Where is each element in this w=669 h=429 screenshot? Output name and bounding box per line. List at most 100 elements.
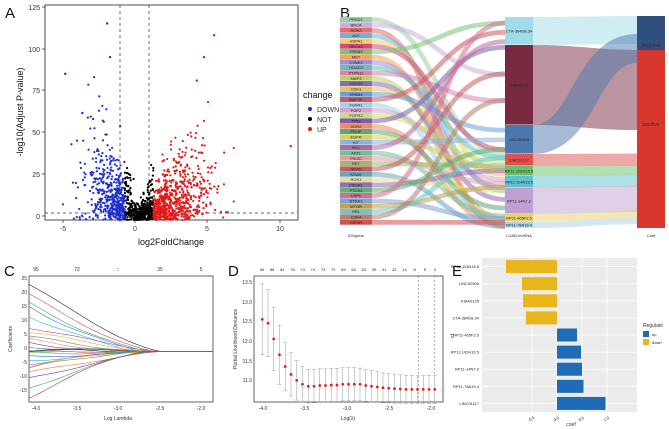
lasso-x-axis: -4.0 -3.5 -3.0 -2.5 -2.0 bbox=[32, 406, 206, 412]
volcano-point-up bbox=[158, 205, 161, 208]
volcano-point-up bbox=[175, 203, 178, 206]
sankey-gene-node bbox=[340, 209, 372, 215]
sankey-gene-label: PTCH1 bbox=[349, 188, 363, 193]
coef-bar bbox=[557, 396, 606, 410]
lasso-path bbox=[28, 351, 213, 378]
volcano-point-down bbox=[91, 157, 94, 160]
volcano-point-up bbox=[179, 185, 182, 188]
volcano-point-not bbox=[138, 214, 142, 217]
sankey-flow bbox=[532, 164, 638, 176]
volcano-point-down bbox=[95, 170, 98, 173]
volcano-point-not bbox=[138, 211, 141, 215]
volcano-point-down bbox=[121, 186, 125, 190]
volcano-point-up bbox=[186, 173, 190, 176]
coef-negative-node bbox=[637, 16, 665, 50]
volcano-point-up bbox=[188, 167, 191, 170]
volcano-point-up bbox=[158, 216, 162, 219]
volcano-point-up bbox=[181, 139, 184, 143]
volcano-point-up bbox=[171, 189, 174, 192]
sankey-gene-node bbox=[340, 17, 372, 23]
lasso-path bbox=[28, 351, 213, 368]
volcano-point-up bbox=[204, 187, 207, 190]
coef-category-label: RP11-465F2.5 bbox=[453, 333, 479, 338]
volcano-point-not bbox=[132, 177, 135, 181]
sankey-lncrna-node bbox=[505, 214, 533, 222]
volcano-point-up bbox=[157, 211, 160, 214]
volcano-point-down bbox=[108, 198, 111, 201]
sankey-gene-node bbox=[340, 155, 372, 161]
lasso-ytick: 0 bbox=[24, 346, 27, 352]
volcano-point-up bbox=[152, 213, 155, 216]
volcano-point-not bbox=[149, 217, 152, 221]
lasso-frame bbox=[28, 275, 214, 403]
volcano-point-up bbox=[187, 210, 190, 213]
volcano-point-up bbox=[203, 119, 206, 122]
volcano-point-down bbox=[81, 178, 85, 182]
volcano-point-up bbox=[202, 136, 205, 140]
volcano-point-up bbox=[194, 136, 197, 139]
coef-category-labels: RP11-114N18.5 LINC00908 KIAA0125 CTA-384D8.… bbox=[451, 264, 480, 406]
volcano-point-down bbox=[100, 178, 103, 181]
volcano-point-not bbox=[142, 204, 145, 207]
volcano-point-down bbox=[105, 133, 108, 136]
volcano-point-down bbox=[109, 218, 112, 221]
cv-point bbox=[433, 388, 437, 391]
sankey-gene-node bbox=[340, 49, 372, 55]
volcano-point-down bbox=[119, 164, 122, 167]
volcano-point-up bbox=[199, 191, 203, 194]
volcano-point-not bbox=[137, 210, 140, 213]
volcano-point-down bbox=[111, 159, 114, 162]
volcano-ytick: 125 bbox=[28, 5, 40, 12]
coef-bar bbox=[523, 294, 557, 308]
volcano-point-not bbox=[134, 203, 137, 207]
volcano-point-up bbox=[166, 218, 169, 221]
cv-point bbox=[375, 385, 379, 389]
volcano-plot: 0 25 50 75 100 125 -5 0 5 10 log2FoldCha… bbox=[15, 4, 339, 247]
lasso-xtick: -3.0 bbox=[114, 406, 123, 412]
volcano-point-up bbox=[189, 131, 192, 134]
volcano-point-down bbox=[83, 176, 86, 179]
volcano-point-not bbox=[149, 210, 152, 213]
volcano-point-up bbox=[168, 170, 171, 173]
lasso-ytick: 5 bbox=[24, 332, 27, 338]
volcano-point-up bbox=[189, 182, 192, 186]
volcano-point-up bbox=[166, 196, 170, 199]
volcano-point-down bbox=[116, 207, 119, 210]
sankey-gene-label: BRCA3 bbox=[349, 44, 363, 49]
volcano-point-up bbox=[206, 179, 209, 182]
volcano-point-down bbox=[109, 195, 112, 198]
volcano-point-down bbox=[78, 216, 81, 219]
lasso-top-axis: 95 72 :: 35 5 bbox=[33, 267, 202, 273]
volcano-point-up bbox=[207, 170, 210, 174]
lasso-y-axis: -15 -10 -5 0 5 10 15 20 25 bbox=[20, 276, 27, 394]
volcano-point-not bbox=[128, 202, 131, 205]
volcano-point-not bbox=[147, 185, 150, 188]
volcano-point-up bbox=[168, 213, 172, 216]
volcano-point-up bbox=[178, 155, 181, 158]
volcano-point-down bbox=[96, 214, 99, 217]
volcano-point-down bbox=[94, 180, 97, 183]
sankey-gene-label: HSPA1 bbox=[350, 38, 364, 43]
cv-point bbox=[295, 378, 299, 382]
volcano-point-up bbox=[192, 177, 196, 180]
volcano-point-up bbox=[189, 197, 193, 201]
coef-category-label: LINC01117 bbox=[459, 401, 479, 406]
volcano-point-up bbox=[185, 194, 188, 197]
volcano-point-up bbox=[172, 157, 175, 160]
sankey-gene-label: IGF1R bbox=[350, 220, 362, 225]
volcano-point-up bbox=[178, 202, 181, 206]
volcano-point-up bbox=[173, 189, 176, 192]
volcano-point-not bbox=[123, 189, 126, 192]
lasso-paths bbox=[28, 284, 213, 399]
cv-ytick: 12.0 bbox=[242, 339, 252, 345]
volcano-point-not bbox=[138, 218, 141, 222]
cv-point bbox=[289, 373, 293, 376]
cv-ytick: 13.0 bbox=[242, 300, 252, 306]
sankey-flow bbox=[371, 71, 506, 172]
coef-legend-title: Regulate bbox=[643, 323, 663, 329]
volcano-point-down bbox=[101, 104, 104, 107]
sankey-col-label-lncrna: LUAD-lncRNA bbox=[506, 233, 532, 238]
lasso-ytick: -5 bbox=[23, 360, 28, 366]
sankey-gene-label: ROR2 bbox=[350, 28, 362, 33]
